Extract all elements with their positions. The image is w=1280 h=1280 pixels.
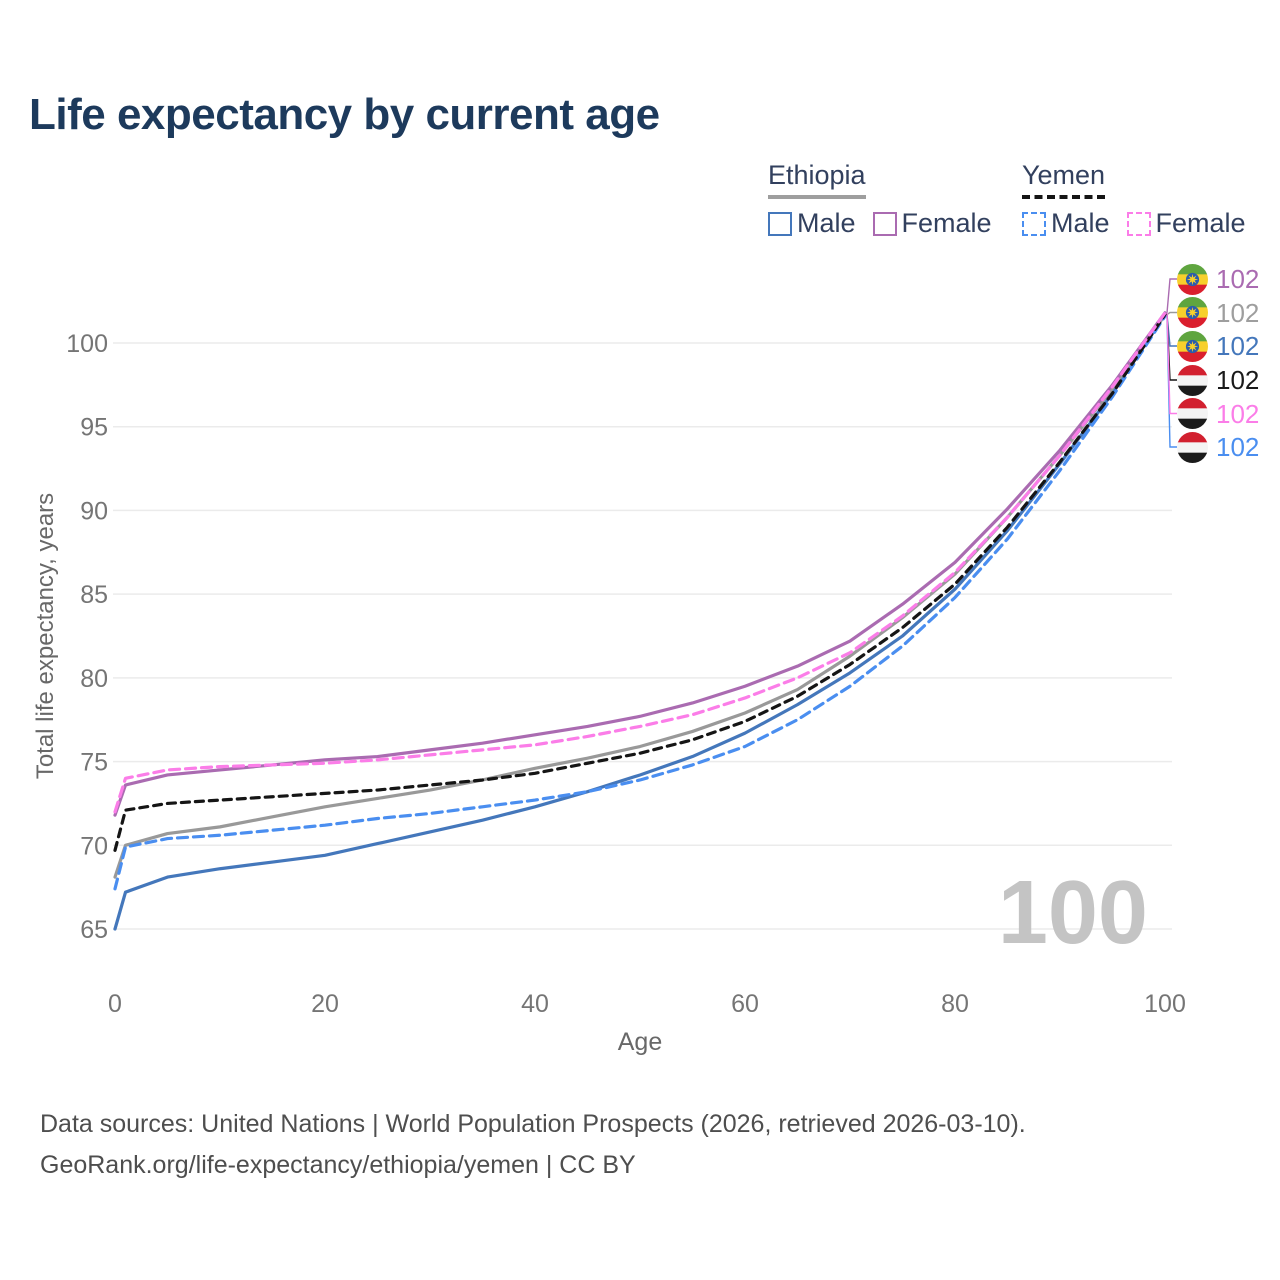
- end-label-value: 102: [1216, 432, 1260, 462]
- yemen-flag-icon: [1177, 364, 1208, 396]
- end-label-value: 102: [1216, 365, 1260, 395]
- end-label-ethiopia-both: 102: [1177, 296, 1259, 330]
- yemen-flag-stripes: [1177, 364, 1208, 396]
- y-axis-title: Total life expectancy, years: [32, 492, 59, 780]
- y-tick-label-90: 90: [80, 497, 108, 525]
- end-label-ethiopia-female: 102: [1177, 262, 1259, 296]
- yemen-flag-stripes: [1177, 431, 1208, 463]
- y-tick-label-85: 85: [80, 581, 108, 609]
- legend-label-yemen-female: Female: [1155, 208, 1246, 238]
- legend-swatch-ethiopia-female: [872, 211, 897, 236]
- ethiopia-flag-icon: [1177, 263, 1208, 295]
- yemen-flag-stripes: [1177, 398, 1208, 429]
- legend-swatch-yemen-female: [1126, 211, 1151, 236]
- legend-item-yemen-male[interactable]: Male: [1022, 208, 1110, 239]
- x-tick-label-100: 100: [1144, 990, 1186, 1018]
- legend-item-ethiopia-male[interactable]: Male: [768, 208, 856, 239]
- end-label-value: 102: [1216, 331, 1260, 361]
- series-line-ethiopia-female[interactable]: [113, 311, 1167, 817]
- legend-label-yemen-male: Male: [1051, 208, 1110, 238]
- y-tick-label-100: 100: [66, 330, 108, 358]
- ethiopia-flag-stripes: [1177, 297, 1208, 328]
- chart-title: Life expectancy by current age: [29, 90, 660, 139]
- series-line-ethiopia-male[interactable]: [113, 312, 1167, 931]
- legend-swatch-yemen-male: [1022, 211, 1046, 236]
- legend-group-yemen: Yemen Male Female: [1022, 160, 1246, 239]
- y-tick-label-95: 95: [80, 414, 108, 442]
- y-tick-label-75: 75: [80, 749, 108, 777]
- x-axis-title: Age: [617, 1028, 663, 1056]
- end-label-ethiopia-male: 102: [1177, 329, 1259, 363]
- end-label-value: 102: [1216, 264, 1260, 294]
- legend-swatch-ethiopia-male: [768, 211, 792, 236]
- yemen-flag-icon: [1177, 398, 1208, 429]
- leader-line-yemen-female: [1166, 312, 1177, 415]
- legend-item-yemen-female[interactable]: Female: [1126, 208, 1246, 239]
- end-label-value: 102: [1216, 297, 1260, 328]
- legend-item-ethiopia-female[interactable]: Female: [872, 208, 992, 239]
- legend-group-ethiopia: Ethiopia Male Female: [768, 160, 992, 239]
- y-tick-label-65: 65: [80, 916, 108, 944]
- x-tick-label-0: 0: [108, 990, 122, 1018]
- leader-line-ethiopia-female: [1166, 278, 1177, 313]
- end-label-value: 102: [1216, 398, 1260, 429]
- x-tick-label-40: 40: [521, 990, 549, 1018]
- end-label-yemen-both: 102: [1177, 363, 1259, 397]
- ethiopia-flag-icon: [1177, 330, 1208, 362]
- legend-items-yemen: Male Female: [1022, 208, 1246, 239]
- leader-line-ethiopia-both: [1166, 311, 1177, 316]
- data-sources: Data sources: United Nations | World Pop…: [40, 1104, 1026, 1186]
- end-label-yemen-male: 102: [1177, 430, 1259, 464]
- x-tick-label-60: 60: [731, 990, 759, 1018]
- legend-items-ethiopia: Male Female: [768, 208, 992, 239]
- data-sources-line2: GeoRank.org/life-expectancy/ethiopia/yem…: [40, 1151, 636, 1179]
- series-line-yemen-both[interactable]: [113, 312, 1167, 852]
- ethiopia-flag-stripes: [1177, 263, 1208, 295]
- ethiopia-flag-stripes: [1177, 330, 1208, 362]
- age-indicator-watermark: 100: [997, 863, 1148, 963]
- x-tick-label-20: 20: [311, 990, 339, 1018]
- legend-label-ethiopia-female: Female: [901, 208, 992, 238]
- series-line-ethiopia-both[interactable]: [113, 312, 1167, 879]
- end-label-yemen-female: 102: [1177, 397, 1259, 431]
- data-sources-line1: Data sources: United Nations | World Pop…: [40, 1110, 1026, 1138]
- y-tick-label-80: 80: [80, 665, 108, 693]
- legend-label-ethiopia-male: Male: [797, 208, 856, 238]
- ethiopia-flag-icon: [1177, 297, 1208, 328]
- legend-country-yemen[interactable]: Yemen: [1022, 160, 1106, 199]
- y-tick-label-70: 70: [80, 832, 108, 860]
- yemen-flag-icon: [1177, 431, 1208, 463]
- series-line-yemen-female[interactable]: [113, 311, 1167, 814]
- legend-country-ethiopia[interactable]: Ethiopia: [768, 160, 866, 199]
- series-line-yemen-male[interactable]: [113, 314, 1167, 891]
- x-tick-label-80: 80: [941, 990, 969, 1018]
